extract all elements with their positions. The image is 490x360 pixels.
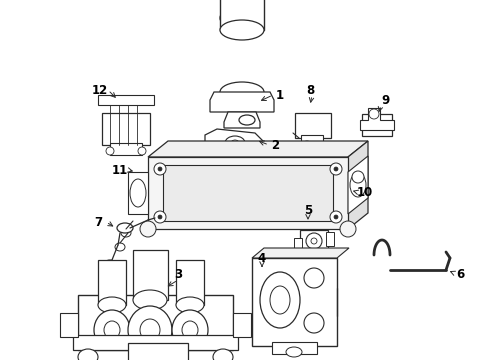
Ellipse shape [172,310,208,350]
Ellipse shape [78,349,98,360]
Ellipse shape [98,297,126,313]
Bar [301,135,323,145]
Text: 12: 12 [92,84,108,96]
Polygon shape [205,129,265,153]
Bar [300,230,328,252]
Ellipse shape [220,6,264,30]
Bar [228,16,236,30]
Text: 10: 10 [357,185,373,198]
Bar [362,114,392,136]
Ellipse shape [334,167,338,171]
Ellipse shape [182,321,198,339]
Ellipse shape [130,179,146,207]
Ellipse shape [304,268,324,288]
Ellipse shape [128,306,172,354]
Ellipse shape [270,286,290,314]
Bar [128,343,188,360]
Ellipse shape [106,147,114,155]
Ellipse shape [140,319,160,341]
Text: 11: 11 [112,163,128,176]
Ellipse shape [121,229,131,237]
Ellipse shape [225,136,245,150]
Ellipse shape [260,272,300,328]
Polygon shape [148,141,368,157]
Bar [248,16,256,30]
Ellipse shape [213,349,233,360]
Ellipse shape [352,171,364,183]
Bar [176,260,204,305]
Bar [133,250,168,300]
Text: 4: 4 [258,252,266,265]
Text: 5: 5 [304,203,312,216]
Bar [73,335,238,350]
Bar [163,165,333,221]
Text: 3: 3 [174,269,182,282]
Bar [238,16,246,30]
Bar [326,232,334,246]
Ellipse shape [311,238,317,244]
Polygon shape [360,108,394,130]
Bar [110,143,142,155]
Text: 2: 2 [271,139,279,152]
Ellipse shape [176,297,204,313]
Polygon shape [348,141,368,229]
Ellipse shape [306,233,322,249]
Bar [272,342,317,354]
Text: 8: 8 [306,84,314,96]
Ellipse shape [304,313,324,333]
Ellipse shape [158,215,162,219]
Ellipse shape [103,260,117,270]
Ellipse shape [220,20,264,40]
Bar [304,252,324,264]
Ellipse shape [154,163,166,175]
Ellipse shape [117,223,133,233]
Ellipse shape [330,211,342,223]
Bar [148,157,348,229]
Bar [252,258,337,346]
Ellipse shape [369,109,379,119]
Text: 1: 1 [276,89,284,102]
Polygon shape [224,112,260,128]
Bar [60,313,78,337]
Ellipse shape [154,211,166,223]
Bar [102,113,150,145]
Ellipse shape [330,163,342,175]
Ellipse shape [220,82,264,102]
Bar [78,295,233,350]
Ellipse shape [286,347,302,357]
Ellipse shape [334,215,338,219]
Polygon shape [128,172,148,214]
Polygon shape [210,92,274,112]
Text: 9: 9 [381,94,389,107]
Ellipse shape [158,167,162,171]
Ellipse shape [115,243,125,251]
Text: 6: 6 [456,269,464,282]
Ellipse shape [94,310,130,350]
Ellipse shape [140,221,156,237]
Polygon shape [348,156,368,214]
Ellipse shape [302,141,312,149]
Ellipse shape [133,290,167,310]
Polygon shape [252,248,349,258]
Ellipse shape [350,173,366,197]
Bar [98,260,126,305]
Ellipse shape [340,221,356,237]
Bar [295,113,331,138]
Ellipse shape [231,140,239,146]
Ellipse shape [239,115,255,125]
Ellipse shape [138,147,146,155]
Bar [294,238,302,252]
Bar [98,95,154,105]
Bar [220,0,264,30]
Bar [233,313,251,337]
Text: 7: 7 [94,216,102,229]
Ellipse shape [104,321,120,339]
